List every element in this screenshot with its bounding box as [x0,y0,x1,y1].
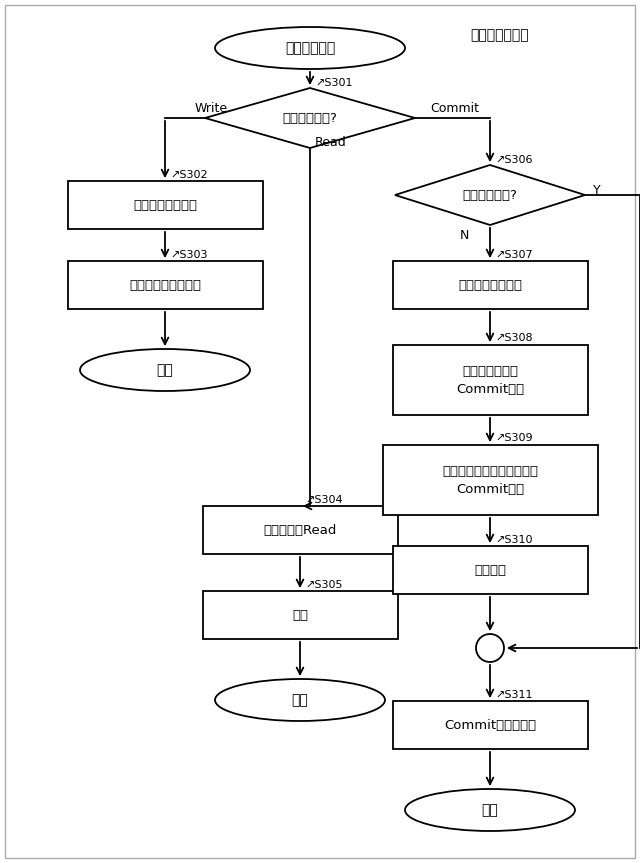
Text: ↗S306: ↗S306 [495,155,532,165]
Text: N: N [460,229,469,242]
Text: Commit完了を通知: Commit完了を通知 [444,719,536,732]
Text: ↗S303: ↗S303 [170,250,207,260]
Bar [202,506,397,554]
Ellipse shape [215,679,385,721]
Bar [392,345,588,415]
Text: Write: Write [195,102,228,115]
Text: ↗S307: ↗S307 [495,250,532,260]
Polygon shape [205,88,415,148]
Bar [383,445,598,515]
Text: 完了待ち: 完了待ち [474,564,506,576]
Text: Y: Y [593,184,600,197]
Text: ↗S310: ↗S310 [495,535,532,545]
Text: ↗S308: ↗S308 [495,333,532,343]
Text: アクセス種別?: アクセス種別? [283,111,337,124]
Bar [202,591,397,639]
Bar [392,546,588,594]
Text: 要求処理開始: 要求処理開始 [285,41,335,55]
Bar [67,261,262,309]
Text: メモリに対して
Commit処理: メモリに対して Commit処理 [456,364,524,395]
Bar [67,181,262,229]
Text: 終了: 終了 [292,693,308,707]
Text: ↗S309: ↗S309 [495,433,532,443]
Text: バッファ掛き出し: バッファ掛き出し [458,279,522,292]
Text: 応答: 応答 [292,608,308,621]
Ellipse shape [405,789,575,831]
Text: ↗S305: ↗S305 [305,580,342,590]
Ellipse shape [215,27,405,69]
Text: Commit: Commit [430,102,479,115]
Text: 終了: 終了 [482,803,499,817]
Text: アクセス受付部: アクセス受付部 [470,28,529,42]
Text: バッファが空?: バッファが空? [463,188,517,201]
Text: 終了: 終了 [157,363,173,377]
Text: ↗S301: ↗S301 [315,78,353,88]
Circle shape [476,634,504,662]
Text: メモリへ書き込み: メモリへ書き込み [133,198,197,211]
Text: 他の二重化受付部に対して
Commit処理: 他の二重化受付部に対して Commit処理 [442,464,538,495]
Text: ↗S302: ↗S302 [170,170,207,180]
Text: Read: Read [315,136,347,149]
Text: バッファへ書き込み: バッファへ書き込み [129,279,201,292]
Text: ↗S304: ↗S304 [305,495,342,505]
Bar [392,701,588,749]
Text: メモリからRead: メモリからRead [263,524,337,537]
Ellipse shape [80,349,250,391]
Polygon shape [395,165,585,225]
Text: ↗S311: ↗S311 [495,690,532,700]
Bar [392,261,588,309]
